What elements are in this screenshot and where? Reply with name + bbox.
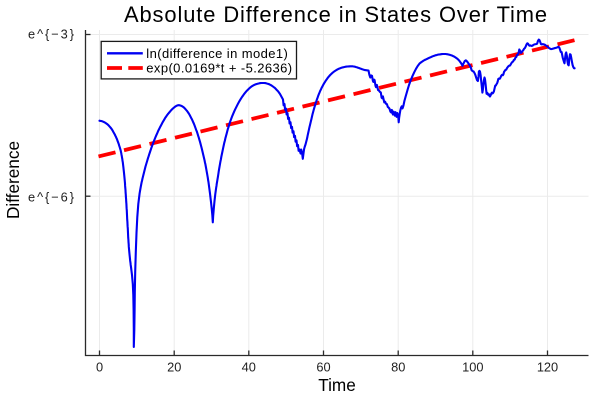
svg-text:80: 80	[391, 359, 405, 374]
svg-text:Difference: Difference	[3, 141, 23, 219]
svg-text:e^{−3}: e^{−3}	[28, 27, 76, 42]
svg-text:Absolute Difference in States: Absolute Difference in States Over Time	[124, 2, 548, 27]
svg-text:Time: Time	[318, 375, 356, 395]
svg-text:ln(difference in mode1): ln(difference in mode1)	[146, 46, 288, 61]
svg-text:120: 120	[537, 359, 558, 374]
svg-text:20: 20	[167, 359, 181, 374]
svg-text:0: 0	[96, 359, 103, 374]
svg-text:60: 60	[316, 359, 330, 374]
svg-text:e^{−6}: e^{−6}	[28, 189, 76, 204]
svg-text:40: 40	[242, 359, 256, 374]
svg-text:exp(0.0169*t + -5.2636): exp(0.0169*t + -5.2636)	[146, 60, 292, 75]
svg-text:100: 100	[462, 359, 483, 374]
